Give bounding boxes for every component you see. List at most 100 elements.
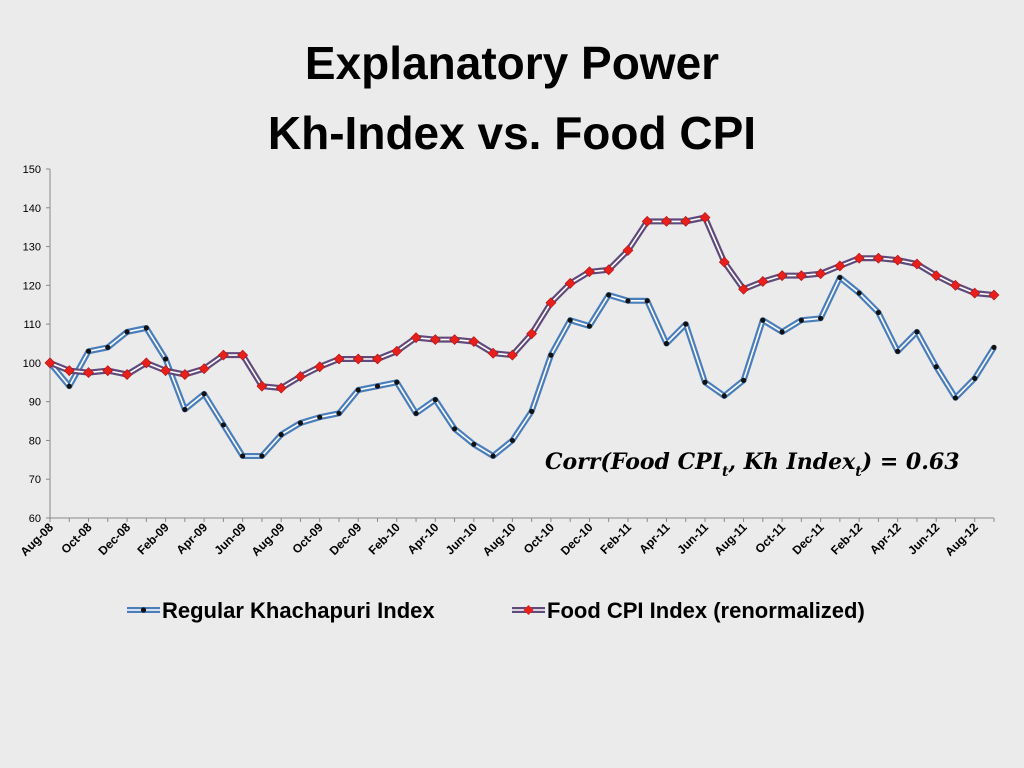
data-point [140, 357, 152, 369]
x-tick-label: Feb-12 [828, 520, 865, 557]
corr-prefix: Corr(Food CPI [545, 449, 723, 475]
data-point [950, 279, 961, 291]
data-point [564, 277, 576, 289]
data-point [198, 363, 210, 375]
data-point [702, 379, 708, 385]
data-point [933, 364, 939, 370]
data-point [567, 317, 573, 323]
data-point [738, 283, 749, 295]
data-point [143, 325, 149, 331]
x-tick-label: Jun-09 [212, 520, 249, 557]
data-point [740, 377, 747, 383]
data-point [124, 329, 130, 335]
data-point [856, 290, 862, 296]
data-point [240, 453, 246, 459]
x-tick-label: Aug-10 [480, 520, 519, 559]
data-point [930, 270, 942, 282]
data-point [275, 382, 287, 394]
x-axis: Aug-08 Oct-08 Dec-08 Feb-09 Apr-09 Jun-09 Aug-… [17, 517, 995, 559]
series-food-cpi-index [44, 212, 1000, 394]
data-point [683, 321, 689, 327]
data-point [834, 260, 846, 272]
data-point [584, 266, 595, 278]
data-point [969, 287, 981, 299]
data-point [661, 215, 672, 227]
x-tick-label: Dec-10 [558, 520, 596, 558]
data-point [644, 298, 650, 304]
data-point [410, 332, 422, 344]
data-point [63, 365, 75, 377]
data-point [220, 422, 226, 428]
y-tick-label: 120 [23, 280, 41, 292]
x-tick-label: Jun-11 [674, 520, 711, 557]
data-point [333, 353, 345, 365]
x-tick-label: Aug-12 [942, 520, 981, 559]
data-point [509, 437, 515, 444]
data-point [487, 347, 499, 359]
x-tick-label: Feb-11 [597, 520, 634, 557]
data-point [988, 289, 1000, 301]
legend-item: Regular Khachapuri Index [127, 598, 435, 623]
y-axis: 60 70 80 90 100 110 120 130 140 150 [23, 164, 51, 525]
data-point [44, 357, 56, 369]
data-point [991, 344, 997, 350]
correlation-annotation: Corr(Food CPIt, Kh Indext) = 0.63 [545, 449, 960, 480]
data-point [451, 426, 458, 432]
series-line-outline [48, 214, 995, 392]
data-point [85, 348, 92, 354]
data-point [815, 268, 827, 280]
data-point [372, 353, 383, 365]
corr-suffix: ) = 0.63 [861, 449, 960, 475]
legend-label: Regular Khachapuri Index [162, 598, 435, 623]
data-point [468, 336, 480, 347]
data-point [394, 379, 400, 385]
x-tick-label: Dec-11 [789, 520, 826, 557]
data-point [201, 391, 207, 397]
data-point [102, 365, 114, 377]
x-tick-label: Dec-09 [327, 520, 365, 558]
x-tick-label: Dec-08 [95, 520, 133, 558]
x-tick-label: Feb-09 [134, 520, 171, 557]
data-point [217, 349, 229, 361]
x-tick-label: Apr-09 [173, 520, 210, 557]
data-point [818, 315, 824, 321]
legend-marker [140, 607, 147, 613]
data-point [721, 393, 727, 399]
data-point [718, 256, 730, 268]
data-point [182, 406, 188, 413]
data-point [606, 292, 612, 298]
data-point [837, 274, 843, 281]
data-point [449, 334, 460, 346]
data-point [892, 254, 904, 266]
data-point [603, 264, 615, 276]
legend-marker [523, 605, 534, 615]
x-tick-label: Jun-12 [905, 520, 942, 557]
data-point [66, 383, 72, 389]
corr-subscript-2: t [855, 464, 862, 480]
y-tick-label: 130 [23, 242, 41, 254]
data-point [314, 361, 326, 373]
legend: Regular Khachapuri Index Food CPI Index (… [127, 598, 865, 623]
data-point [895, 348, 901, 354]
data-point [586, 323, 593, 329]
x-tick-label: Jun-10 [443, 520, 480, 557]
y-tick-label: 140 [23, 203, 41, 215]
data-point [506, 349, 518, 361]
corr-subscript-1: t [722, 464, 729, 480]
data-point [237, 349, 249, 361]
data-point [641, 215, 653, 227]
data-point [663, 340, 670, 347]
y-tick-label: 110 [23, 319, 41, 331]
data-point [471, 441, 477, 447]
data-point [972, 375, 978, 381]
x-tick-label: Oct-09 [290, 520, 327, 557]
data-point [875, 309, 882, 316]
data-point [432, 397, 438, 403]
x-tick-label: Aug-08 [17, 520, 56, 559]
data-point [699, 212, 711, 223]
data-point [317, 414, 323, 420]
data-point [121, 369, 133, 380]
data-point [622, 245, 634, 256]
legend-item: Food CPI Index (renormalized) [512, 598, 865, 623]
